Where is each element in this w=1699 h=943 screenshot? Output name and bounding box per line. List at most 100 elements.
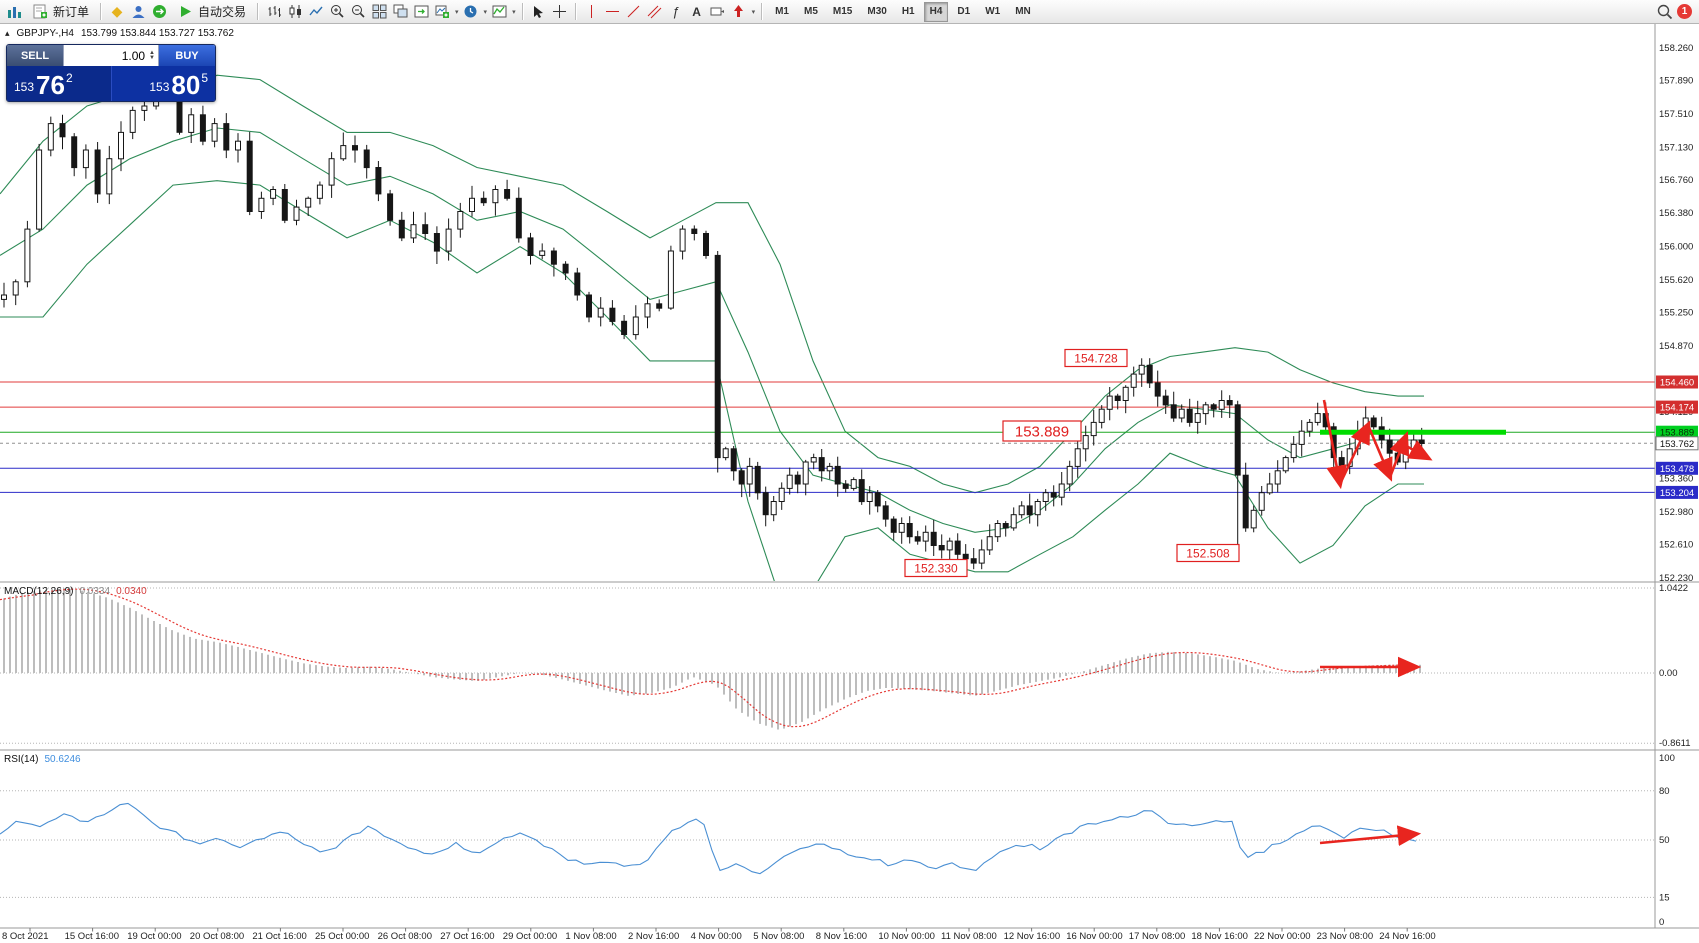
macd-label: MACD(12,26,9) 0.0334 0.0340 (4, 586, 147, 597)
timeframe-button-mn[interactable]: MN (1015, 6, 1031, 17)
buy-price[interactable]: 153 80 5 (111, 66, 215, 101)
candle (850, 477, 857, 491)
candle (223, 113, 230, 159)
fibonacci-icon[interactable]: ƒ (671, 4, 680, 19)
candle (1370, 415, 1377, 430)
time-axis-label: 18 Nov 16:00 (1191, 931, 1248, 942)
search-icon[interactable] (1656, 3, 1674, 21)
svg-text:153.762: 153.762 (1660, 439, 1694, 450)
candle (898, 517, 905, 544)
candle (270, 186, 277, 206)
candle (1, 282, 7, 308)
line-chart-icon[interactable] (307, 3, 325, 21)
zoom-in-icon[interactable] (328, 3, 346, 21)
vertical-line-icon[interactable] (583, 3, 601, 21)
candle (258, 191, 265, 219)
candle (703, 230, 709, 259)
profiles-caret[interactable]: ▾ (483, 8, 488, 16)
candle (786, 467, 793, 495)
cascade-windows-icon[interactable] (391, 3, 409, 21)
price-badge: 153.762 (1655, 436, 1699, 451)
autotrading-button[interactable]: 自动交易 (171, 2, 251, 22)
volume-field[interactable]: 1.00 ▲ ▼ (63, 45, 159, 66)
volume-value[interactable]: 1.00 (121, 48, 146, 63)
crosshair-icon[interactable] (551, 3, 569, 21)
timeframe-button-h4[interactable]: H4 (923, 1, 949, 22)
candle (858, 469, 865, 505)
timeframe-button-h1[interactable]: H1 (901, 6, 915, 17)
sell-price[interactable]: 153 76 2 (7, 66, 112, 101)
price-annotation[interactable]: 153.889 (1002, 420, 1082, 442)
time-axis-label: 11 Nov 08:00 (941, 931, 997, 942)
volume-step-up-icon[interactable]: ▲ (149, 49, 155, 56)
timeframe-button-w1[interactable]: W1 (985, 6, 1001, 17)
price-annotation[interactable]: 154.728 (1064, 348, 1128, 368)
arrows-tool-icon[interactable] (730, 3, 748, 21)
profiles-clock-icon[interactable] (462, 3, 480, 21)
new-chart-caret[interactable]: ▾ (455, 8, 459, 16)
timeframe-button-m1[interactable]: M1 (775, 6, 789, 17)
new-chart-button[interactable] (433, 3, 451, 21)
new-order-button[interactable]: 新订单 (26, 2, 94, 22)
text-icon[interactable]: A (692, 4, 701, 19)
text-label-icon[interactable] (709, 3, 727, 21)
drawn-arrow[interactable] (1322, 399, 1347, 490)
candle (691, 225, 698, 241)
trendline-icon[interactable] (625, 3, 643, 21)
drawn-arrow[interactable] (1338, 420, 1371, 485)
drawn-arrow[interactable] (1398, 440, 1433, 461)
candle (834, 456, 841, 497)
bar-chart-icon[interactable] (265, 3, 283, 21)
candle (818, 449, 825, 482)
candle (922, 525, 929, 552)
buy-price-prefix: 153 (149, 80, 170, 94)
indicators-button[interactable] (490, 3, 508, 21)
zoom-out-icon[interactable] (349, 3, 367, 21)
volume-step-down-icon[interactable]: ▼ (149, 54, 155, 61)
candle (1218, 390, 1225, 418)
equidistant-channel-icon[interactable] (646, 3, 664, 21)
sell-price-prefix: 153 (14, 80, 35, 94)
tile-windows-icon[interactable] (370, 3, 388, 21)
candle (1002, 521, 1009, 537)
candle (826, 462, 833, 480)
time-axis-label: 20 Oct 08:00 (190, 931, 244, 942)
price-annotation[interactable]: 152.508 (1176, 543, 1240, 563)
arrows-tool-caret[interactable]: ▾ (751, 8, 756, 16)
notification-badge[interactable]: 1 (1677, 4, 1692, 19)
web-terminal-icon[interactable] (150, 3, 168, 21)
mql5-market-icon[interactable]: ◆ (111, 3, 123, 19)
drawn-arrow[interactable] (1366, 424, 1393, 482)
candle (597, 297, 604, 327)
sell-button[interactable]: SELL (7, 45, 63, 66)
drawn-arrow[interactable] (1388, 431, 1410, 478)
indicators-caret[interactable]: ▾ (512, 8, 516, 16)
buy-button[interactable]: BUY (159, 45, 215, 66)
chart-symbol-timeframe: GBPJPY-,H4 (16, 28, 74, 39)
community-icon[interactable] (129, 3, 147, 21)
horizontal-line-icon[interactable] (604, 3, 622, 21)
time-axis-label: 1 Nov 08:00 (565, 931, 616, 942)
timeframe-button-d1[interactable]: D1 (957, 6, 971, 17)
candle (235, 133, 241, 163)
drawn-arrow-rsi[interactable] (1319, 825, 1422, 847)
svg-text:153.478: 153.478 (1660, 464, 1694, 475)
candle (632, 305, 639, 340)
price-annotation[interactable]: 152.330 (904, 558, 968, 578)
candle (504, 179, 511, 201)
timeframe-button-m15[interactable]: M15 (832, 6, 853, 17)
candle (340, 132, 347, 161)
candlestick-chart-icon[interactable] (286, 3, 304, 21)
auto-scroll-icon[interactable] (412, 3, 430, 21)
volume-stepper[interactable]: ▲ ▼ (149, 49, 155, 61)
time-axis-label: 29 Oct 00:00 (503, 931, 557, 942)
timeframe-button-m5[interactable]: M5 (804, 6, 818, 17)
cursor-icon[interactable] (530, 3, 548, 21)
candle (1170, 391, 1177, 422)
price-tick-label: 152.980 (1659, 507, 1693, 518)
one-click-toggle-icon[interactable]: ▴ (5, 28, 10, 38)
price-tick-label: 156.760 (1659, 175, 1693, 186)
candle (906, 516, 913, 544)
timeframe-button-m30[interactable]: M30 (867, 6, 887, 17)
